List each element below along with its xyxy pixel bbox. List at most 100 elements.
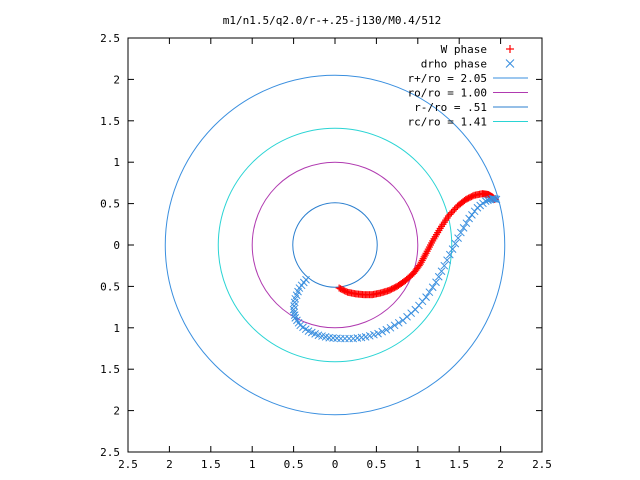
drho-phase-point	[459, 224, 468, 232]
drho-phase-point	[425, 288, 434, 297]
w-phase-point	[444, 212, 452, 220]
legend-label: ro/ro = 1.00	[408, 87, 487, 100]
cross-b	[311, 330, 319, 338]
cross-b	[432, 278, 440, 287]
drho-phase-point	[465, 214, 473, 223]
reference-circles	[164, 74, 506, 416]
cross-b	[382, 325, 391, 334]
data-points	[289, 190, 501, 343]
cross-b	[378, 327, 387, 336]
x-tick-label: 0.5	[284, 458, 304, 471]
cross-b	[294, 318, 303, 327]
cross-b	[314, 331, 323, 340]
cross-b	[304, 327, 313, 335]
drho-phase-point	[345, 334, 353, 343]
x-tick-label: 1	[414, 458, 421, 471]
drho-phase-point	[484, 196, 492, 205]
drho-phase-point	[451, 239, 460, 248]
drho-phase-point	[462, 219, 471, 228]
drho-phase-point	[491, 195, 499, 204]
cross-b	[318, 332, 326, 340]
drho-phase-point	[336, 334, 345, 343]
y-tick-label: 0.5	[100, 280, 120, 293]
legend-label: rc/ro = 1.41	[408, 116, 487, 129]
cross-b	[454, 234, 462, 242]
y-tick-label: 1	[113, 322, 120, 335]
cross-b	[333, 334, 341, 343]
cross-b	[386, 323, 395, 332]
y-tick-label: 1.5	[100, 363, 120, 376]
y-tick-label: 0	[113, 239, 120, 252]
drho-phase-point	[454, 234, 462, 242]
drho-phase-point	[468, 211, 476, 219]
cross-b	[299, 323, 307, 332]
drho-phase-point	[445, 250, 454, 259]
y-tick-label: 2	[113, 405, 120, 418]
drho-phase-point	[432, 278, 440, 287]
y-tick-label: 1	[113, 156, 120, 169]
cross-b	[325, 333, 334, 342]
cross-b	[293, 316, 301, 325]
drho-phase-point	[428, 283, 437, 292]
drho-phase-point	[437, 267, 446, 276]
cross-b	[428, 283, 437, 292]
w-phase-point	[451, 205, 459, 213]
w-phase-point	[447, 209, 455, 217]
cross-b	[301, 325, 310, 334]
cross-b	[445, 250, 454, 259]
circle-rc-ro-1-41	[217, 127, 453, 363]
drho-phase-point	[489, 195, 498, 203]
drho-phase-point	[443, 256, 451, 265]
legend-marker-x-b	[505, 59, 515, 68]
y-tick-label: 1.5	[100, 115, 120, 128]
legend-label: drho phase	[421, 58, 487, 71]
cross-b	[448, 245, 457, 253]
cross-b	[489, 195, 498, 203]
cross-b	[329, 334, 337, 342]
w-phase-point	[449, 207, 457, 215]
circle-ro-ro-1-00	[251, 161, 419, 329]
drho-phase-point	[341, 334, 349, 343]
y-tick-label: 0.5	[100, 198, 120, 211]
drho-phase-point	[333, 334, 341, 343]
cross-b	[481, 197, 490, 205]
cross-b	[307, 328, 316, 337]
axes: 2.5 2 1.5 1 0.5 0 0.5 1 1.5 2 2.52.521.510.500.511…	[100, 32, 552, 471]
cross-b	[296, 321, 305, 330]
cross-b	[459, 224, 468, 232]
drho-phase-point	[394, 318, 403, 327]
circle-r-ro-2-05	[164, 74, 506, 416]
cross-b	[451, 239, 460, 248]
cross-b	[488, 194, 497, 203]
drho-phase-point	[382, 325, 391, 334]
drho-phase-point	[457, 228, 465, 237]
cross-b	[468, 211, 476, 219]
drho-phase-point	[378, 327, 387, 336]
cross-b	[290, 311, 299, 319]
cross-b	[434, 272, 443, 281]
cross-b	[321, 333, 330, 341]
cross-b	[491, 195, 499, 204]
legend-label: r-/ro = .51	[414, 101, 487, 114]
w-phase-point	[446, 210, 454, 218]
drho-phase-point	[422, 293, 430, 302]
y-tick-label: 2.5	[100, 446, 120, 459]
legend-label: W phase	[441, 43, 487, 56]
cross-b	[457, 228, 465, 237]
drho-phase-point	[329, 334, 337, 342]
drho-phase-point	[386, 323, 395, 332]
x-tick-label: 2.5	[118, 458, 138, 471]
drho-phase-point	[492, 195, 501, 204]
circle-r-ro-51	[292, 202, 378, 288]
y-tick-label: 2.5	[100, 32, 120, 45]
cross-b	[492, 195, 501, 204]
cross-b	[462, 219, 471, 228]
legend-label: r+/ro = 2.05	[408, 72, 487, 85]
x-tick-label: 1.5	[201, 458, 221, 471]
cross-b	[394, 318, 403, 327]
cross-b	[443, 256, 451, 265]
cross-b	[422, 293, 430, 302]
drho-phase-point	[448, 245, 457, 253]
